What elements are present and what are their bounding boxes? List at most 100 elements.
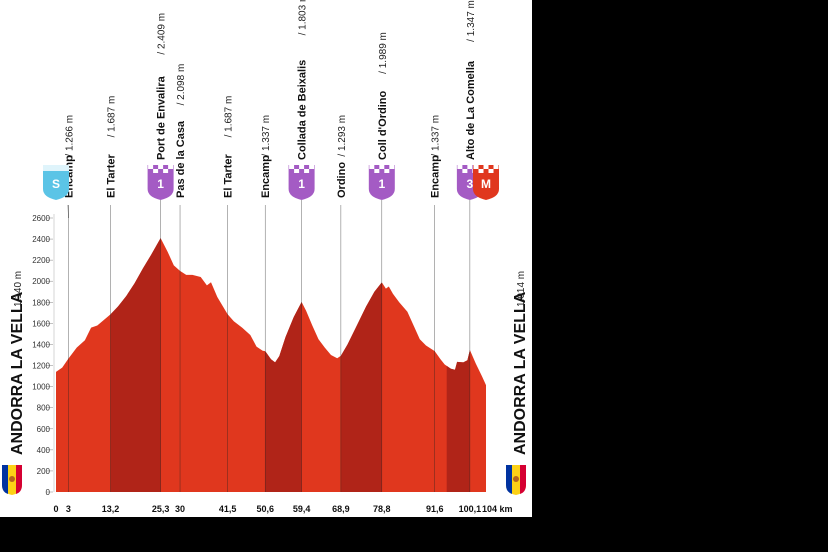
badge-shield — [368, 165, 395, 200]
badge-check — [483, 165, 489, 169]
badge-check — [289, 165, 295, 169]
y-axis: 0 200 400 600 800 1000 1200 1400 1600 1800 2000 220… — [32, 214, 50, 497]
checkpoint-name: Ordino — [336, 162, 348, 198]
badge-label: S — [52, 177, 60, 191]
badge-climb: 1 — [288, 165, 315, 200]
badge-check — [488, 169, 494, 173]
start-finish-labels: ANDORRA LA VELLA 1.140 m ANDORRA LA VELL… — [9, 271, 529, 455]
y-tick-label: 1400 — [32, 340, 50, 349]
badge-label: 3 — [467, 177, 474, 191]
badge-check — [369, 165, 375, 169]
badge-check — [158, 165, 164, 169]
checkpoint-name: El Tarter — [223, 153, 235, 198]
checkpoint-label: Encamp/ 1.337 m — [430, 115, 442, 198]
badge-check — [457, 165, 463, 169]
checkpoint-label: Ordino / 1.293 m — [336, 115, 348, 198]
flag-emblem — [9, 476, 15, 482]
badge-check — [384, 169, 390, 173]
checkpoint-altitude: / 2.409 m — [157, 13, 168, 55]
y-tick-label: 2400 — [32, 235, 50, 244]
climb-segment — [446, 350, 470, 492]
checkpoint-name: Alto de La Comella — [465, 60, 477, 160]
badge-check — [389, 165, 395, 169]
badge-check — [473, 165, 479, 169]
badge-label: 1 — [157, 177, 164, 191]
checkpoint-altitude: / 1.347 m — [466, 0, 477, 42]
x-tick-label: 41,5 — [219, 504, 237, 514]
badge-shield — [43, 165, 69, 200]
y-tick-label: 2200 — [32, 256, 50, 265]
badge-check — [153, 169, 159, 173]
checkpoint-name: Pas de la Casa — [175, 120, 187, 198]
checkpoint-altitude: / 1.266 m — [64, 115, 75, 157]
x-tick-label: 68,9 — [332, 504, 350, 514]
badge-check — [309, 165, 315, 169]
andorra-flag-icon — [2, 465, 22, 495]
x-tick-label: 91,6 — [426, 504, 444, 514]
x-tick-label: 50,6 — [256, 504, 274, 514]
flag-red — [520, 465, 526, 494]
x-tick-label: 59,4 — [293, 504, 311, 514]
badge-check — [462, 169, 468, 173]
y-tick-label: 600 — [37, 425, 51, 434]
checkpoint-altitude: / 1.293 m — [337, 115, 348, 157]
checkpoint-altitude: / 1.337 m — [431, 115, 442, 157]
stage-profile-panel: 0 200 400 600 800 1000 1200 1400 1600 1800 2000 220… — [0, 0, 532, 517]
y-tick-label: 1600 — [32, 319, 50, 328]
checkpoint-labels: Encamp / 1.266 m El Tarter / 1.687 m Port de… — [63, 0, 476, 198]
y-tick-label: 1000 — [32, 383, 50, 392]
checkpoint-lines — [67, 200, 471, 492]
badge-climb: 1 — [368, 165, 395, 200]
checkpoint-label: Port de Envalira / 2.409 m — [156, 13, 168, 160]
badge-check — [304, 169, 310, 173]
start-town-label: ANDORRA LA VELLA — [9, 291, 26, 455]
x-tick-label: 100,1 — [459, 504, 482, 514]
climb-segment — [110, 238, 161, 492]
badge-shield — [288, 165, 315, 200]
andorra-flags — [2, 465, 526, 495]
flag-blue — [506, 465, 512, 494]
x-tick-label: 3 — [66, 504, 71, 514]
y-tick-label: 0 — [46, 488, 51, 497]
checkpoint-name: Encamp — [260, 155, 272, 198]
finish-altitude-label: 1.014 m — [516, 271, 527, 307]
flag-red — [16, 465, 22, 494]
checkpoint-label: Collada de Beixalis / 1.803 m — [297, 0, 309, 160]
badge-climb: 1 — [147, 165, 174, 200]
badge-check — [168, 165, 174, 169]
checkpoint-name: El Tarter — [106, 153, 118, 198]
checkpoint-altitude: / 2.098 m — [176, 64, 187, 106]
y-tick-label: 200 — [37, 467, 51, 476]
climb-segment — [340, 282, 382, 492]
y-tick-label: 1200 — [32, 362, 50, 371]
checkpoint-label: Alto de La Comella / 1.347 m — [465, 0, 477, 160]
elevation-profile-chart: 0 200 400 600 800 1000 1200 1400 1600 1800 2000 220… — [2, 0, 529, 514]
checkpoint-name: Coll d'Ordino — [377, 91, 389, 160]
badge-check — [493, 165, 499, 169]
badge-shield — [147, 165, 174, 200]
checkpoint-altitude: / 1.989 m — [378, 32, 389, 74]
badge-stripe — [43, 165, 69, 171]
y-tick-label: 1800 — [32, 298, 50, 307]
badge-shield — [473, 165, 499, 200]
climb-segment — [265, 302, 302, 492]
checkpoint-label: Coll d'Ordino / 1.989 m — [377, 32, 389, 160]
x-tick-label: 0 — [53, 504, 58, 514]
x-tick-label: 78,8 — [373, 504, 391, 514]
checkpoint-label: El Tarter / 1.687 m — [223, 96, 235, 198]
grid-lines — [46, 214, 55, 493]
x-tick-label: 13,2 — [102, 504, 120, 514]
checkpoint-altitude: / 1.687 m — [224, 96, 235, 138]
badge-finish: M — [473, 165, 499, 200]
x-tick-label: 30 — [175, 504, 185, 514]
start-altitude-label: 1.140 m — [13, 271, 24, 307]
finish-town-label: ANDORRA LA VELLA — [512, 291, 529, 455]
x-tick-label: 25,3 — [152, 504, 170, 514]
checkpoint-name: Collada de Beixalis — [297, 60, 309, 160]
badge-check — [148, 165, 154, 169]
x-axis: 0 3 13,2 25,3 30 41,5 50,6 59,4 68,9 78,8 91,6 100,… — [53, 504, 512, 514]
badge-check — [299, 165, 305, 169]
badge-check — [294, 169, 300, 173]
flag-emblem — [513, 476, 519, 482]
checkpoint-label: Encamp/ 1.337 m — [260, 115, 272, 198]
